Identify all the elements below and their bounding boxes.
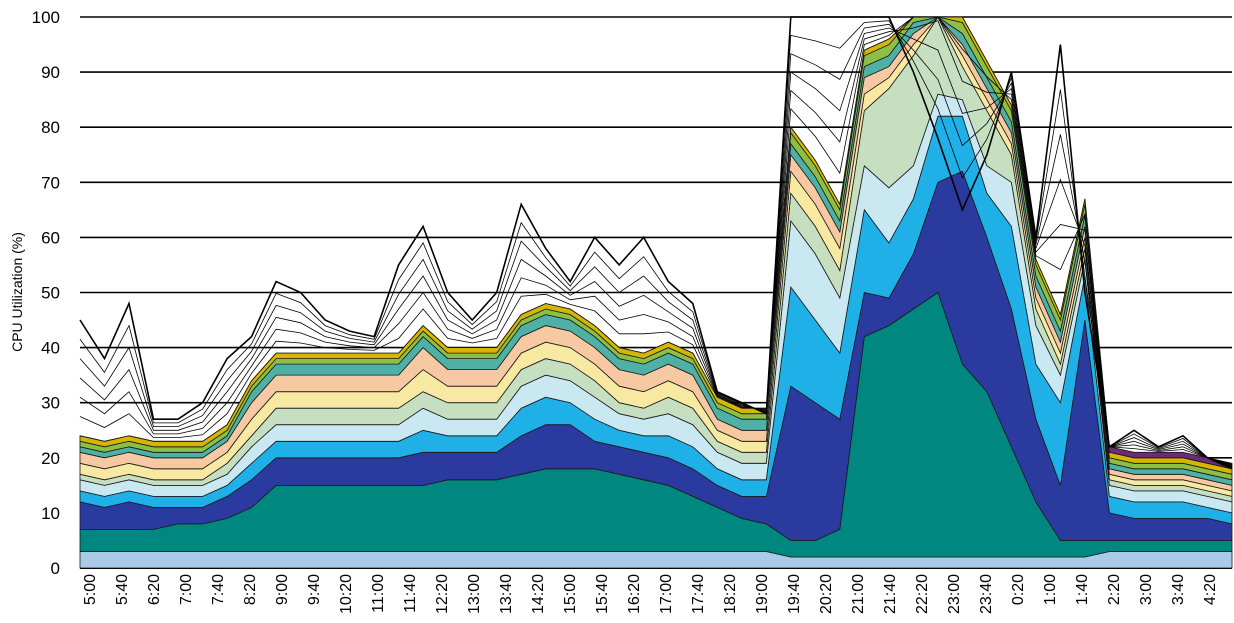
x-tick-label: 13:00 xyxy=(466,574,483,614)
y-tick-label: 60 xyxy=(41,228,60,247)
x-tick-label: 13:40 xyxy=(498,574,515,614)
x-tick-label: 19:00 xyxy=(754,574,771,614)
x-tick-label: 23:00 xyxy=(946,574,963,614)
y-tick-label: 80 xyxy=(41,118,60,137)
x-tick-label: 8:20 xyxy=(242,574,259,605)
x-tick-label: 11:00 xyxy=(370,574,387,613)
y-axis-label: CPU Utilization (%) xyxy=(9,232,25,352)
x-tick-label: 18:20 xyxy=(722,574,739,614)
x-tick-label: 4:20 xyxy=(1202,574,1219,605)
x-tick-label: 9:00 xyxy=(274,574,291,605)
y-tick-labels: 0 10 20 30 40 50 60 70 80 90 100 xyxy=(32,8,60,578)
contour-line-3 xyxy=(79,27,1233,467)
x-tick-label: 11:40 xyxy=(402,574,419,613)
x-tick-label: 1:00 xyxy=(1042,574,1059,605)
overlay-lines xyxy=(79,16,1233,470)
contour-line-1 xyxy=(79,16,1233,465)
y-tick-label: 0 xyxy=(51,559,60,578)
y-tick-label: 40 xyxy=(41,339,60,358)
x-tick-label: 23:40 xyxy=(978,574,995,614)
x-tick-label: 17:00 xyxy=(658,574,675,614)
x-tick-label: 7:00 xyxy=(178,574,195,605)
y-tick-label: 50 xyxy=(41,284,60,303)
contour-line-2 xyxy=(79,20,1233,466)
x-tick-label: 7:40 xyxy=(210,574,227,605)
x-tick-label: 9:40 xyxy=(306,574,323,605)
x-tick-label: 10:20 xyxy=(338,574,355,614)
x-tick-label: 3:40 xyxy=(1170,574,1187,605)
y-tick-label: 70 xyxy=(41,173,60,192)
x-tick-labels: 5:00 5:40 6:20 7:00 7:40 8:20 9:00 9:40 10:20 11:… xyxy=(82,574,1219,614)
x-tick-label: 0:20 xyxy=(1010,574,1027,605)
y-tick-label: 100 xyxy=(32,8,60,27)
y-tick-label: 20 xyxy=(41,449,60,468)
x-tick-label: 19:40 xyxy=(786,574,803,614)
total-line xyxy=(79,16,1233,470)
x-tick-label: 1:40 xyxy=(1074,574,1091,605)
x-tick-label: 15:40 xyxy=(594,574,611,614)
x-tick-label: 3:00 xyxy=(1138,574,1155,605)
contour-line-5 xyxy=(79,20,1233,469)
stacked-areas xyxy=(79,16,1233,569)
x-tick-label: 20:20 xyxy=(818,574,835,614)
x-tick-label: 12:20 xyxy=(434,574,451,614)
contour-line-4 xyxy=(79,23,1233,468)
x-tick-label: 22:20 xyxy=(914,574,931,614)
x-tick-label: 5:00 xyxy=(82,574,99,605)
x-tick-label: 16:20 xyxy=(626,574,643,614)
x-tick-label: 17:40 xyxy=(690,574,707,614)
y-tick-label: 30 xyxy=(41,394,60,413)
x-tick-label: 2:20 xyxy=(1106,574,1123,605)
x-tick-label: 21:00 xyxy=(850,574,867,614)
y-tick-label: 90 xyxy=(41,63,60,82)
x-tick-label: 21:40 xyxy=(882,574,899,614)
x-tick-label: 6:20 xyxy=(146,574,163,605)
y-tick-label: 10 xyxy=(41,504,60,523)
x-tick-label: 14:20 xyxy=(530,574,547,614)
x-tick-label: 5:40 xyxy=(114,574,131,605)
x-tick-label: 15:00 xyxy=(562,574,579,614)
